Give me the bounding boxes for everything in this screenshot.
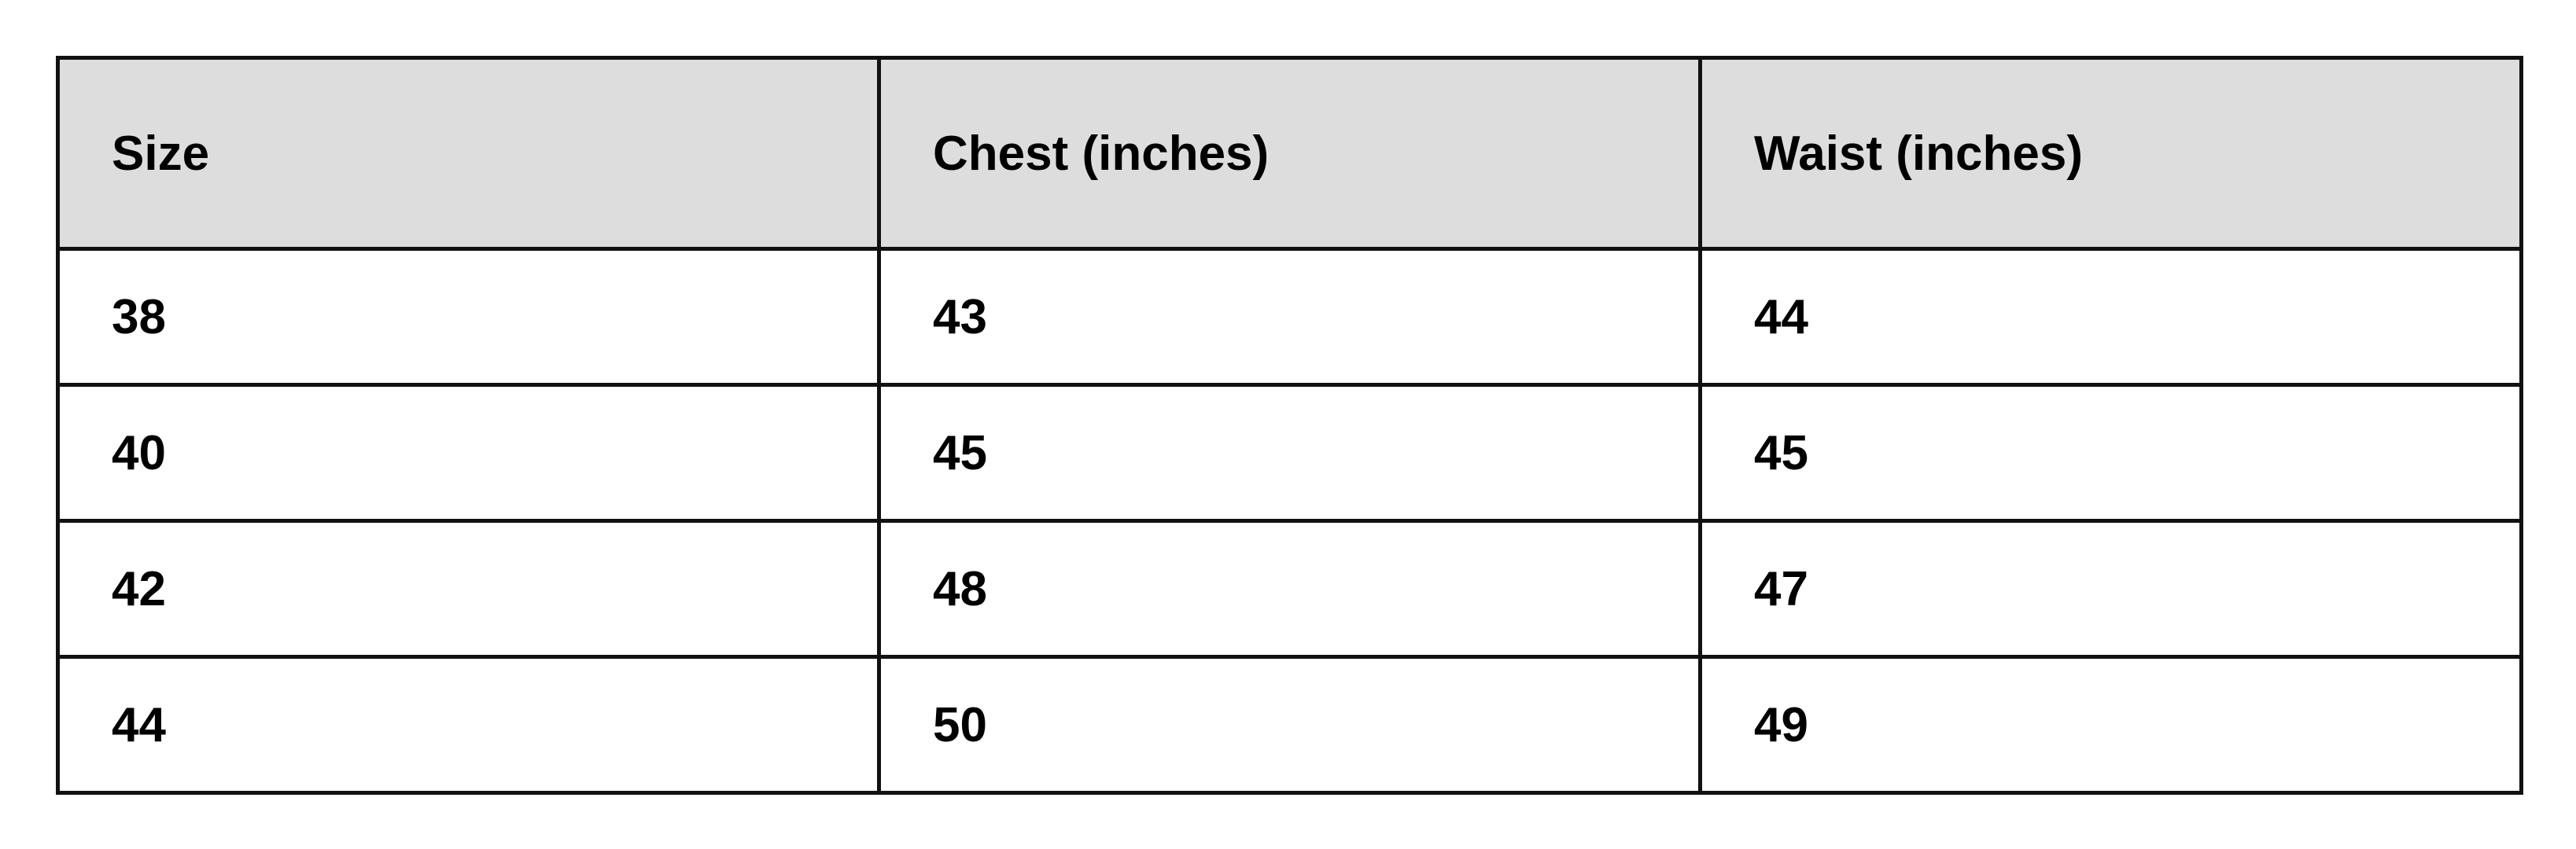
cell-chest: 45 bbox=[877, 383, 1702, 523]
cell-chest: 48 bbox=[877, 519, 1702, 659]
header-row: Size Chest (inches) Waist (inches) bbox=[56, 56, 2523, 251]
cell-waist: 45 bbox=[1698, 383, 2523, 523]
header-size: Size bbox=[56, 56, 881, 251]
table-row: 42 48 47 bbox=[56, 519, 2523, 659]
header-waist: Waist (inches) bbox=[1698, 56, 2523, 251]
header-chest: Chest (inches) bbox=[877, 56, 1702, 251]
cell-size: 44 bbox=[56, 655, 881, 795]
size-chart-table: Size Chest (inches) Waist (inches) 38 43 4… bbox=[56, 56, 2523, 795]
cell-waist: 47 bbox=[1698, 519, 2523, 659]
cell-waist: 49 bbox=[1698, 655, 2523, 795]
table-row: 44 50 49 bbox=[56, 655, 2523, 795]
table-row: 38 43 44 bbox=[56, 247, 2523, 387]
cell-chest: 50 bbox=[877, 655, 1702, 795]
cell-size: 40 bbox=[56, 383, 881, 523]
cell-size: 42 bbox=[56, 519, 881, 659]
table-row: 40 45 45 bbox=[56, 383, 2523, 523]
cell-waist: 44 bbox=[1698, 247, 2523, 387]
cell-chest: 43 bbox=[877, 247, 1702, 387]
cell-size: 38 bbox=[56, 247, 881, 387]
